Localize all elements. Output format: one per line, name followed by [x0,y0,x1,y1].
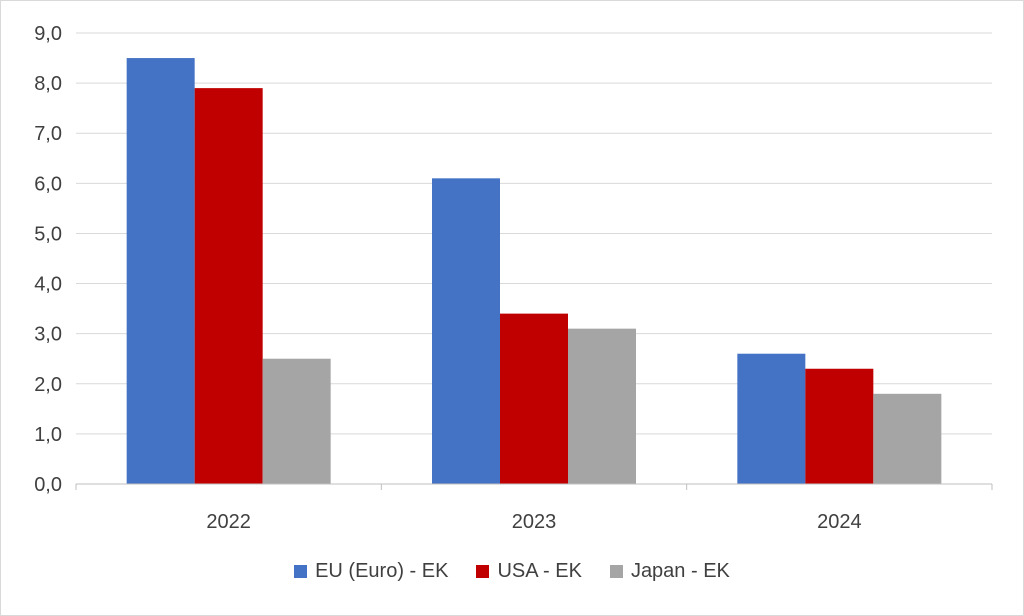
x-tick-label: 2023 [512,511,557,533]
y-tick-label: 6,0 [34,173,62,195]
x-tick-label: 2024 [817,511,862,533]
y-tick-label: 0,0 [34,474,62,496]
tick-labels: 0,0 1,0 2,0 3,0 4,0 5,0 6,0 7,0 8,0 9,0 2022 2023 20… [34,23,861,533]
y-tick-label: 3,0 [34,324,62,346]
legend-item: EU (Euro) - EK [294,560,448,583]
legend-item: Japan - EK [609,560,730,583]
bar [737,353,806,484]
bar [126,58,195,485]
bar [262,358,331,484]
legend-swatch [476,565,490,578]
bar [432,178,500,485]
y-tick-label: 8,0 [34,73,62,95]
y-tick-label: 2,0 [34,374,62,396]
y-tick-label: 1,0 [34,424,62,446]
x-tick-label: 2022 [206,511,251,533]
bar [873,393,942,484]
legend-item: USA - EK [476,560,582,583]
axes [75,483,993,490]
legend-label: EU (Euro) - EK [315,560,449,582]
y-tick-label: 9,0 [34,23,62,45]
y-tick-label: 4,0 [34,274,62,296]
bar [805,368,874,484]
legend: EU (Euro) - EK USA - EK Japan - EK [0,560,1024,583]
y-tick-label: 5,0 [34,223,62,245]
legend-label: Japan - EK [630,560,730,582]
bar [500,313,568,484]
legend-swatch [294,565,308,578]
legend-swatch [609,565,623,578]
y-tick-label: 7,0 [34,123,62,145]
bar [194,88,263,484]
bars [126,58,942,485]
legend-label: USA - EK [497,560,582,582]
bar [568,328,636,484]
